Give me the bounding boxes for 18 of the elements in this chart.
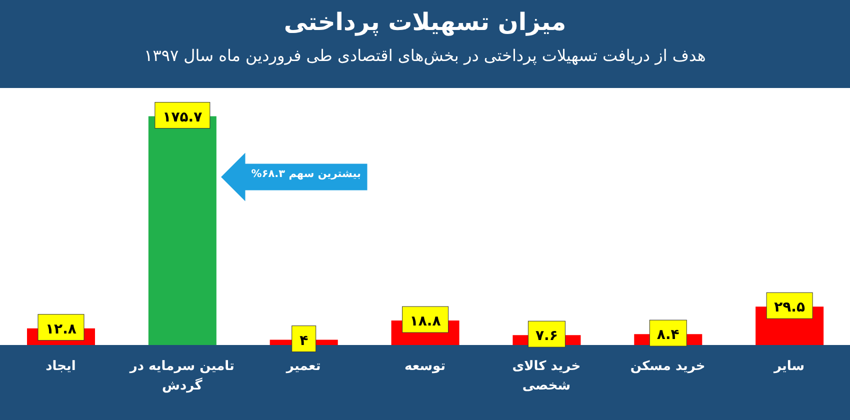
chart-subtitle: هدف از دریافت تسهیلات پرداختی در بخش‌های اقتصادی طی فروردین ماه سال ۱۳۹۷ — [143, 46, 707, 65]
x-tick-label: تعمیر — [285, 359, 321, 374]
x-tick-label: ایجاد — [46, 359, 76, 374]
data-label: ۱۸.۸ — [410, 314, 442, 330]
x-tick-label: خرید مسکن — [630, 359, 706, 374]
x-tick-label: خرید کالای شخصی — [512, 359, 581, 394]
arrow: بیشترین سهم ۶۸.۳% — [220, 151, 370, 204]
data-label: ۷.۶ — [536, 328, 558, 344]
chart-title: میزان تسهیلات پرداختی — [282, 7, 568, 36]
data-label: ۲۹.۵ — [774, 300, 806, 316]
data-label: ۱۷۵.۷ — [162, 109, 203, 126]
x-tick-label: تامین سرمایه در گردش — [128, 359, 234, 394]
x-tick-label: توسعه — [404, 359, 446, 374]
annotation: بیشترین سهم ۶۸.۳% — [250, 168, 362, 180]
data-label: ۱۲.۸ — [46, 321, 77, 338]
data-label: ۴ — [300, 332, 309, 349]
x-tick-label: سایر — [772, 359, 805, 374]
data-label: ۸.۴ — [656, 327, 680, 344]
